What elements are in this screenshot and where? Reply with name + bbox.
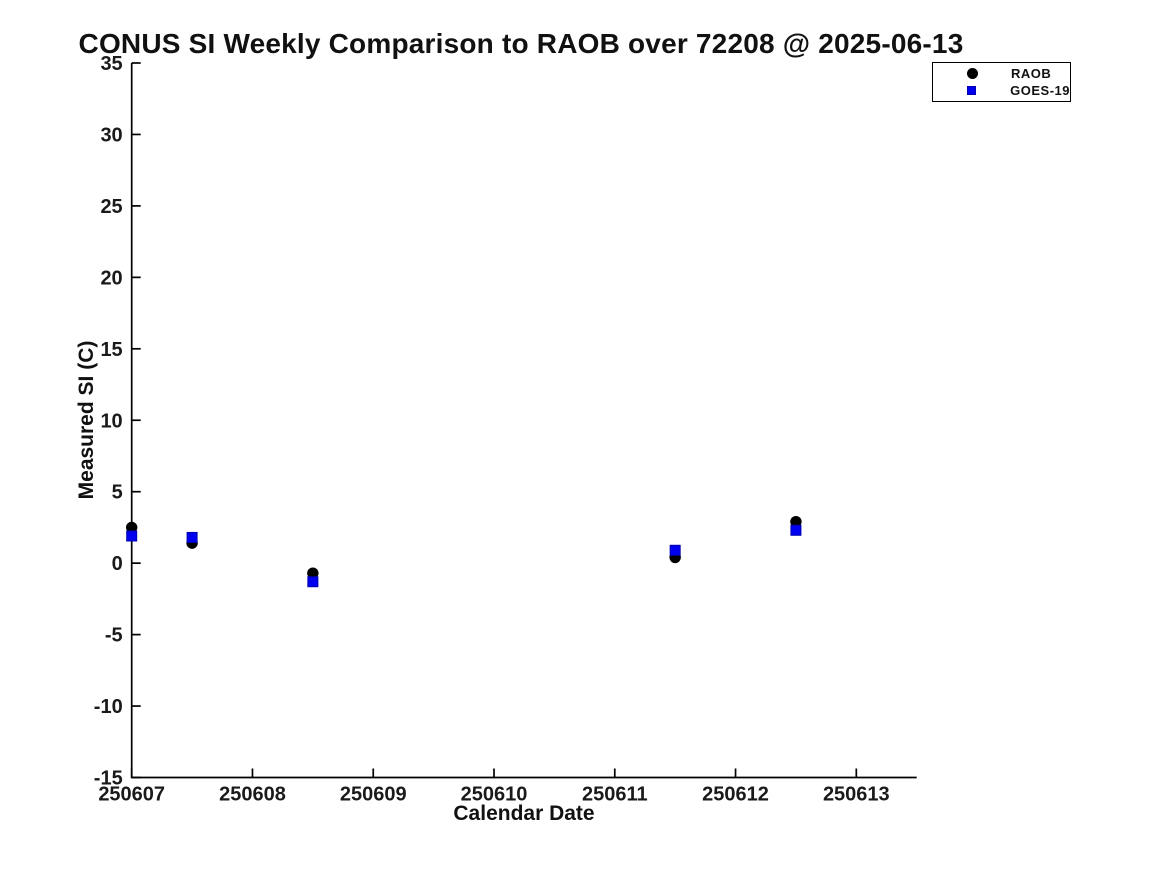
- data-point-goes-19: [186, 531, 198, 543]
- legend-item-goes19: GOES-19: [933, 83, 1070, 98]
- svg-text:-10: -10: [94, 696, 123, 718]
- svg-text:250610: 250610: [461, 784, 528, 806]
- y-axis-label: Measured SI (C): [75, 340, 98, 500]
- legend-item-raob: RAOB: [933, 66, 1070, 81]
- svg-text:-15: -15: [94, 768, 123, 790]
- goes19-square-marker-icon: [966, 86, 977, 95]
- svg-text:250611: 250611: [582, 784, 648, 806]
- data-point-goes-19: [669, 544, 681, 556]
- data-point-raob: [126, 521, 138, 534]
- svg-text:35: 35: [100, 53, 122, 75]
- svg-text:-5: -5: [105, 625, 123, 647]
- x-axis-label: Calendar Date: [453, 802, 595, 825]
- svg-text:25: 25: [100, 196, 122, 218]
- raob-circle-marker-icon: [966, 68, 978, 79]
- data-point-raob: [307, 567, 319, 579]
- legend: RAOB GOES-19: [932, 62, 1071, 102]
- svg-text:250613: 250613: [823, 784, 890, 806]
- svg-text:10: 10: [100, 410, 122, 432]
- legend-label-raob: RAOB: [1011, 66, 1052, 81]
- data-point-goes-19: [307, 576, 319, 588]
- svg-text:250612: 250612: [702, 784, 769, 806]
- chart-title: CONUS SI Weekly Comparison to RAOB over …: [78, 28, 964, 59]
- svg-text:20: 20: [100, 267, 122, 289]
- data-point-goes-19: [126, 530, 138, 542]
- data-point-raob: [790, 516, 802, 528]
- svg-text:5: 5: [112, 482, 123, 504]
- data-point-goes-19: [790, 524, 802, 536]
- svg-text:250609: 250609: [340, 784, 407, 806]
- svg-text:0: 0: [112, 553, 123, 575]
- svg-text:250607: 250607: [98, 784, 165, 806]
- svg-text:15: 15: [100, 339, 122, 361]
- legend-label-goes19: GOES-19: [1010, 83, 1070, 98]
- svg-text:250608: 250608: [219, 784, 286, 806]
- svg-text:30: 30: [100, 124, 122, 146]
